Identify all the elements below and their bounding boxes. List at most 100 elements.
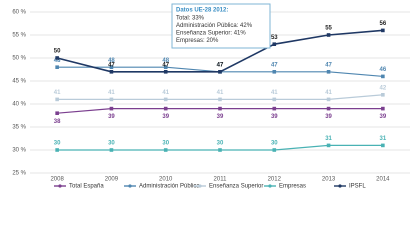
- point-marker: [163, 148, 168, 152]
- annotation-line: Empresas: 20%: [176, 38, 219, 44]
- data-label: 41: [108, 90, 115, 96]
- data-label: 39: [325, 114, 332, 120]
- legend-label: Administración Pública: [139, 184, 200, 190]
- annotation-title: Datos UE-28 2012:: [176, 8, 228, 14]
- annotation-line: Administración Pública: 42%: [176, 23, 253, 29]
- point-marker: [381, 74, 385, 79]
- annotation-box: [171, 3, 271, 49]
- point-marker: [163, 97, 168, 102]
- data-label: 48: [108, 58, 115, 64]
- data-label: 30: [271, 141, 278, 147]
- data-label: 41: [54, 90, 61, 96]
- y-tick-label: 55 %: [12, 33, 26, 39]
- point-marker: [109, 97, 114, 102]
- point-marker: [55, 148, 59, 152]
- point-marker: [272, 70, 277, 74]
- point-marker: [381, 93, 385, 97]
- y-tick-label: 25 %: [12, 171, 26, 177]
- data-label: 41: [162, 90, 169, 96]
- x-tick-label: 2008: [50, 177, 64, 183]
- point-marker: [218, 148, 222, 152]
- point-marker: [55, 56, 59, 60]
- y-tick-label: 50 %: [12, 56, 26, 62]
- data-label: 30: [162, 141, 169, 147]
- data-label: 41: [271, 90, 278, 96]
- data-label: 46: [380, 67, 387, 73]
- point-marker: [163, 106, 168, 111]
- point-marker: [55, 111, 59, 115]
- x-tick-label: 2013: [322, 177, 336, 183]
- data-label: 47: [162, 62, 169, 68]
- point-marker: [326, 143, 331, 148]
- annotation-line: Total: 33%: [176, 16, 205, 22]
- data-label: 39: [380, 114, 387, 120]
- point-marker: [381, 143, 385, 148]
- y-tick-label: 30 %: [12, 148, 26, 154]
- data-label: 39: [108, 114, 115, 120]
- point-marker: [109, 70, 114, 74]
- data-label: 30: [54, 141, 61, 147]
- data-label: 55: [325, 26, 332, 32]
- legend-dot: [198, 184, 202, 188]
- data-label: 31: [380, 136, 387, 142]
- data-label: 47: [217, 62, 224, 68]
- point-marker: [381, 106, 385, 111]
- point-marker: [163, 70, 168, 74]
- data-label: 30: [217, 141, 224, 147]
- x-tick-label: 2014: [376, 177, 390, 183]
- x-tick-label: 2009: [105, 177, 119, 183]
- data-label: 39: [162, 114, 169, 120]
- legend-dot: [58, 184, 62, 188]
- y-tick-label: 45 %: [12, 79, 26, 85]
- legend-dot: [338, 184, 342, 188]
- data-label: 39: [271, 114, 278, 120]
- point-marker: [55, 97, 59, 102]
- point-marker: [326, 106, 331, 111]
- point-marker: [272, 106, 277, 111]
- data-label: 38: [54, 119, 61, 125]
- data-label: 53: [271, 35, 278, 41]
- data-label: 48: [54, 58, 61, 64]
- legend-label: Enseñanza Superior: [209, 184, 263, 190]
- data-label: 41: [325, 90, 332, 96]
- annotation-line: Enseñanza Superior: 41%: [176, 31, 246, 37]
- data-label: 47: [325, 62, 332, 68]
- data-label: 48: [162, 58, 169, 64]
- legend-label: Total España: [69, 184, 104, 190]
- data-label: 47: [271, 62, 278, 68]
- data-label: 39: [217, 114, 224, 120]
- point-marker: [109, 65, 114, 69]
- y-tick-label: 40 %: [12, 102, 26, 108]
- legend-dot: [128, 184, 132, 188]
- y-tick-label: 35 %: [12, 125, 26, 131]
- point-marker: [109, 106, 114, 111]
- data-label: 41: [217, 90, 224, 96]
- point-marker: [55, 65, 59, 69]
- point-marker: [381, 28, 385, 33]
- point-marker: [272, 42, 277, 46]
- point-marker: [218, 70, 222, 74]
- x-tick-label: 2010: [159, 177, 173, 183]
- data-label: 47: [108, 62, 115, 68]
- x-tick-label: 2011: [214, 177, 228, 183]
- point-marker: [163, 65, 168, 69]
- data-label: 47: [217, 62, 224, 68]
- point-marker: [218, 106, 222, 111]
- chart: 25 % 30 % 35 % 40 % 45 % 50 % 55 % 60 % 2008 2009…: [12, 3, 410, 190]
- point-marker: [272, 97, 277, 102]
- y-tick-label: 60 %: [12, 10, 26, 16]
- point-marker: [326, 97, 331, 102]
- point-marker: [218, 97, 222, 102]
- data-label: 30: [108, 141, 115, 147]
- legend-label: Empresas: [279, 184, 306, 190]
- legend-dot: [268, 184, 272, 188]
- point-marker: [326, 70, 331, 74]
- legend-label: IPSFL: [349, 184, 366, 190]
- data-label: 50: [54, 49, 61, 55]
- data-label: 31: [325, 136, 332, 142]
- point-marker: [109, 148, 114, 152]
- data-label: 56: [380, 21, 387, 27]
- point-marker: [326, 33, 331, 37]
- x-tick-label: 2012: [268, 177, 282, 183]
- point-marker: [272, 148, 277, 152]
